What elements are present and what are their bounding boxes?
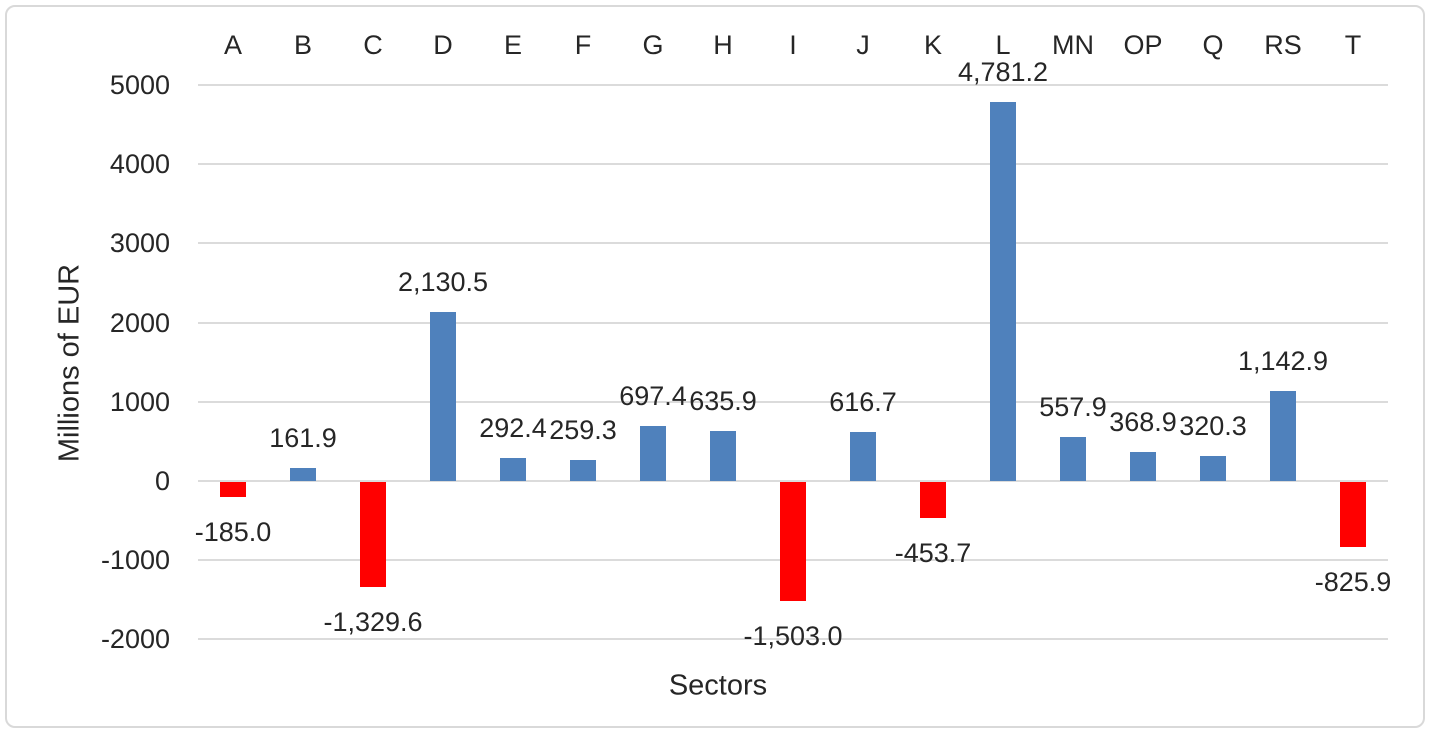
value-label: 368.9	[1109, 406, 1177, 437]
category-label: L	[995, 30, 1011, 60]
y-gridline	[198, 480, 1388, 482]
bar	[570, 460, 596, 481]
y-tick-label: -2000	[100, 624, 170, 655]
category-label: E	[503, 30, 522, 60]
category-label: OP	[1123, 30, 1163, 60]
bar	[360, 482, 386, 588]
bar	[290, 468, 316, 481]
y-tick-label: 0	[154, 466, 170, 496]
bar	[710, 430, 736, 481]
y-tick-label: 2000	[109, 307, 170, 338]
y-gridline	[198, 321, 1388, 324]
y-gridline	[198, 163, 1388, 166]
category-label: H	[713, 30, 733, 60]
category-label: A	[223, 30, 242, 60]
bar	[1340, 482, 1366, 548]
value-label: -825.9	[1314, 567, 1392, 598]
y-tick-label: 3000	[109, 228, 170, 259]
bar	[1060, 436, 1086, 481]
y-tick-label: -1000	[100, 545, 170, 576]
value-label: 259.3	[549, 415, 617, 446]
value-label: 2,130.5	[397, 267, 489, 298]
bar	[990, 102, 1016, 481]
value-label: 635.9	[689, 385, 757, 416]
value-label: 557.9	[1039, 391, 1107, 422]
y-tick-label: 4000	[109, 149, 170, 180]
value-label: -1,503.0	[743, 620, 843, 651]
y-gridline	[198, 84, 1388, 87]
category-label: B	[293, 30, 312, 60]
bar	[1270, 390, 1296, 481]
bar	[500, 457, 526, 481]
category-label: C	[363, 30, 383, 60]
bar	[920, 482, 946, 518]
value-label: 161.9	[269, 423, 337, 454]
y-tick-label: 5000	[109, 70, 170, 101]
category-label: D	[433, 30, 453, 60]
bar	[1200, 455, 1226, 481]
value-label: -1,329.6	[323, 607, 423, 638]
category-label: Q	[1202, 30, 1224, 60]
chart-border	[5, 5, 1425, 728]
category-label: K	[923, 30, 942, 60]
category-label: J	[856, 30, 870, 60]
bar	[220, 482, 246, 497]
category-label: T	[1344, 30, 1362, 60]
y-tick-label: 1000	[109, 386, 170, 417]
value-label: 616.7	[829, 387, 897, 418]
category-label: F	[574, 30, 592, 60]
category-label: MN	[1052, 30, 1094, 60]
y-gridline	[198, 400, 1388, 403]
y-gridline	[198, 638, 1388, 641]
value-label: 697.4	[619, 380, 687, 411]
y-gridline	[198, 242, 1388, 245]
value-label: -453.7	[894, 537, 972, 568]
category-label: G	[642, 30, 664, 60]
bar	[850, 432, 876, 481]
bar	[640, 425, 666, 481]
value-label: 292.4	[479, 412, 547, 443]
bar	[1130, 451, 1156, 481]
value-label: 1,142.9	[1237, 345, 1329, 376]
bar	[780, 482, 806, 601]
category-label: I	[789, 30, 797, 60]
x-axis-title: Sectors	[668, 669, 768, 702]
value-label: 320.3	[1179, 410, 1247, 441]
category-label: RS	[1264, 30, 1302, 60]
value-label: -185.0	[194, 516, 272, 547]
bar	[430, 312, 456, 481]
value-label: 4,781.2	[957, 57, 1049, 88]
y-axis-title: Millions of EUR	[53, 263, 86, 463]
